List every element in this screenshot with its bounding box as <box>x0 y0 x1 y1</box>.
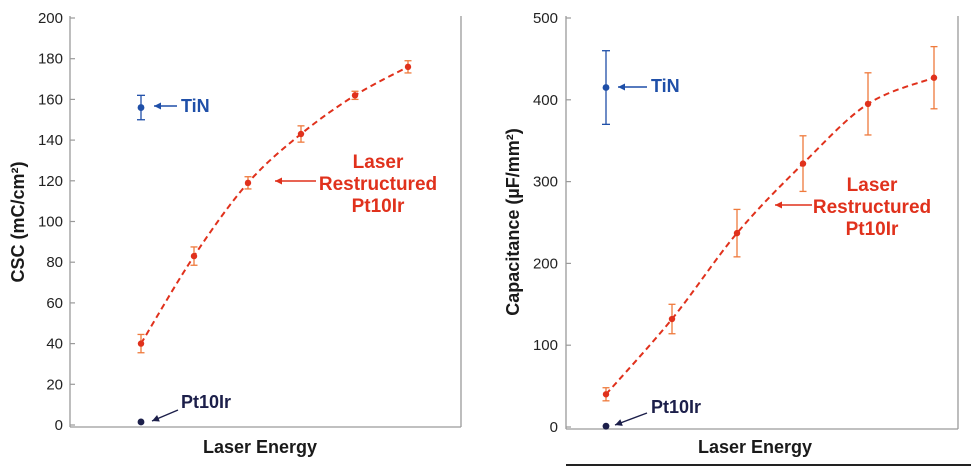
csc-tin-label: TiN <box>181 96 210 116</box>
cap-y-ticks: 0 100 200 300 400 500 <box>533 10 571 436</box>
csc-pt-label: Pt10Ir <box>181 392 231 412</box>
cap-y-tick-label: 200 <box>533 255 558 272</box>
csc-pt-arrow <box>151 409 179 422</box>
csc-y-tick-label: 160 <box>38 91 63 108</box>
cap-pt-label: Pt10Ir <box>651 397 701 417</box>
cap-y-tick-label: 0 <box>550 419 558 436</box>
csc-y-tick-label: 0 <box>55 417 63 434</box>
cap-laser-label-line1: Laser <box>847 175 898 196</box>
csc-y-tick-label: 20 <box>46 376 63 393</box>
csc-y-tick-label: 100 <box>38 214 63 231</box>
csc-y-tick-label: 140 <box>38 132 63 149</box>
csc-laser-label-line2: Restructured <box>319 174 437 195</box>
csc-plot-area <box>137 60 412 426</box>
csc-y-ticks: 0 20 40 60 80 100 120 140 160 180 200 <box>38 10 75 434</box>
cap-tin-label: TiN <box>651 76 680 96</box>
csc-pt10ir-point <box>137 418 145 426</box>
capacitance-chart: 0 100 200 300 400 500 Capacitance (µF/mm²) La… <box>503 10 971 466</box>
cap-x-axis-title: Laser Energy <box>698 437 812 457</box>
csc-laser-point <box>297 130 305 138</box>
cap-plot-area <box>602 45 938 430</box>
cap-y-tick-label: 300 <box>533 174 558 191</box>
csc-tin-arrow <box>154 102 177 110</box>
cap-laser-point <box>733 229 741 237</box>
csc-y-tick-label: 80 <box>46 254 63 271</box>
cap-laser-point <box>799 160 807 167</box>
cap-laser-label-line3: Pt10Ir <box>846 219 899 240</box>
csc-y-axis-title: CSC (mC/cm²) <box>8 161 28 282</box>
csc-laser-point <box>244 179 252 187</box>
cap-laser-arrow <box>775 201 812 209</box>
cap-laser-point <box>930 74 938 81</box>
csc-tin-point <box>137 104 145 111</box>
csc-laser-label-line3: Pt10Ir <box>352 196 405 217</box>
cap-pt-arrow <box>614 412 648 426</box>
csc-laser-point <box>137 340 145 347</box>
cap-laser-point <box>668 315 676 323</box>
cap-pt10ir-point <box>602 422 610 430</box>
cap-laser-point <box>602 391 610 398</box>
cap-y-tick-label: 500 <box>533 10 558 27</box>
cap-y-axis-title: Capacitance (µF/mm²) <box>503 128 523 315</box>
cap-laser-label-line2: Restructured <box>813 197 931 218</box>
csc-y-tick-label: 40 <box>46 336 63 353</box>
csc-chart: 0 20 40 60 80 100 120 140 160 180 200 CSC (mC/cm²)… <box>8 10 462 457</box>
csc-y-tick-label: 180 <box>38 51 63 68</box>
csc-laser-point <box>190 252 198 260</box>
csc-laser-label-line1: Laser <box>353 152 404 173</box>
csc-laser-arrow <box>275 177 316 185</box>
csc-y-tick-label: 200 <box>38 10 63 27</box>
cap-y-tick-label: 100 <box>533 337 558 354</box>
csc-y-tick-label: 60 <box>46 295 63 312</box>
csc-laser-point <box>351 92 359 99</box>
csc-laser-point <box>404 63 412 71</box>
cap-y-tick-label: 400 <box>533 92 558 109</box>
csc-x-axis-title: Laser Energy <box>203 437 317 457</box>
cap-tin-point <box>602 84 610 91</box>
cap-tin-arrow <box>618 83 647 91</box>
cap-laser-point <box>864 100 872 108</box>
csc-y-tick-label: 120 <box>38 173 63 190</box>
